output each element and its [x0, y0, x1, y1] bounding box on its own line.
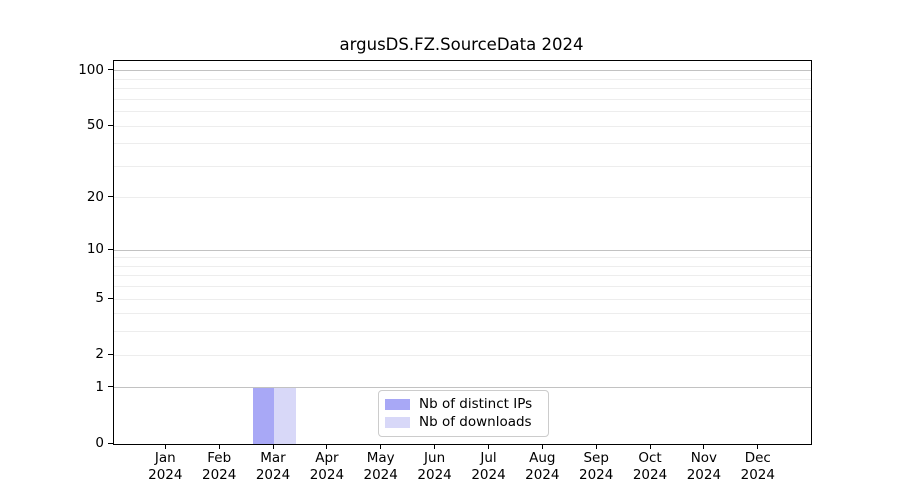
x-axis-tick — [757, 444, 759, 449]
legend-label-distinct-ips: Nb of distinct IPs — [419, 396, 533, 412]
major-gridline — [114, 249, 811, 251]
x-tick-month: Dec — [744, 450, 771, 466]
x-tick-year: 2024 — [686, 466, 722, 483]
bar — [252, 387, 274, 444]
legend-item-downloads: Nb of downloads — [385, 414, 540, 431]
x-axis-tick — [488, 444, 489, 449]
minor-gridline — [114, 78, 811, 80]
chart-title: argusDS.FZ.SourceData 2024 — [339, 35, 584, 54]
x-tick-year: 2024 — [363, 466, 398, 483]
x-tick-label: Jun 2024 — [406, 450, 464, 483]
y-axis-tick — [108, 386, 113, 388]
y-tick-label: 10 — [86, 241, 104, 258]
minor-gridline — [114, 257, 811, 259]
x-tick-month: May — [366, 450, 395, 466]
minor-gridline — [114, 275, 811, 277]
x-axis-tick — [380, 444, 382, 449]
x-tick-label: Aug 2024 — [513, 450, 571, 483]
minor-gridline — [114, 313, 811, 315]
y-axis-tick — [108, 353, 113, 355]
x-tick-label: Apr 2024 — [298, 450, 356, 483]
x-tick-year: 2024 — [148, 466, 183, 483]
minor-gridline — [114, 197, 811, 199]
y-axis-tick — [108, 248, 113, 250]
x-tick-month: Jul — [480, 450, 497, 466]
minor-gridline — [114, 98, 811, 100]
x-tick-year: 2024 — [525, 466, 560, 483]
major-gridline — [114, 70, 811, 72]
x-tick-month: Feb — [207, 450, 232, 466]
x-axis-tick — [218, 444, 220, 449]
y-axis-tick — [108, 442, 113, 444]
x-tick-label: Sep 2024 — [567, 450, 625, 483]
legend: Nb of distinct IPs Nb of downloads — [378, 390, 549, 437]
x-tick-month: Nov — [690, 450, 718, 466]
y-tick-label: 2 — [95, 346, 104, 363]
y-tick-label: 20 — [86, 188, 104, 205]
y-axis-tick — [108, 124, 113, 126]
x-tick-label: Jul 2024 — [460, 450, 518, 483]
x-tick-label: Feb 2024 — [190, 450, 248, 483]
x-tick-label: Oct 2024 — [621, 450, 679, 483]
minor-gridline — [114, 143, 811, 145]
x-tick-label: May 2024 — [352, 450, 410, 483]
y-axis-tick — [108, 297, 113, 299]
minor-gridline — [114, 111, 811, 113]
x-tick-year: 2024 — [471, 466, 506, 483]
x-axis-tick — [649, 444, 651, 449]
x-tick-month: Jun — [424, 450, 446, 466]
x-axis-tick — [703, 444, 705, 449]
y-tick-label: 0 — [95, 435, 104, 451]
x-tick-year: 2024 — [579, 466, 614, 483]
minor-gridline — [114, 331, 811, 333]
x-tick-month: Apr — [315, 450, 339, 466]
x-tick-year: 2024 — [632, 466, 668, 483]
minor-gridline — [114, 88, 811, 90]
x-tick-label: Jan 2024 — [136, 450, 194, 483]
legend-swatch-distinct-ips — [385, 399, 410, 410]
x-tick-month: Jan — [154, 450, 176, 466]
x-tick-month: Aug — [529, 450, 556, 466]
x-tick-year: 2024 — [255, 466, 291, 483]
y-tick-label: 5 — [95, 290, 104, 307]
y-tick-label: 1 — [95, 378, 104, 395]
y-axis-tick — [108, 69, 113, 71]
minor-gridline — [114, 298, 811, 300]
x-axis-tick — [164, 444, 166, 449]
x-tick-label: Nov 2024 — [675, 450, 733, 483]
x-tick-year: 2024 — [740, 466, 775, 483]
x-axis-tick — [326, 444, 328, 449]
x-tick-label: Dec 2024 — [729, 450, 787, 483]
minor-gridline — [114, 165, 811, 167]
legend-swatch-downloads — [385, 417, 410, 428]
minor-gridline — [114, 286, 811, 288]
x-tick-month: Oct — [638, 450, 662, 466]
plot-area — [113, 60, 812, 445]
minor-gridline — [114, 354, 811, 356]
x-axis-tick — [434, 444, 436, 449]
legend-label-downloads: Nb of downloads — [419, 414, 532, 430]
major-gridline — [114, 387, 811, 389]
x-axis-tick — [595, 444, 597, 449]
minor-gridline — [114, 125, 811, 127]
x-tick-month: Sep — [583, 450, 609, 466]
bar — [274, 387, 296, 444]
y-axis-tick — [108, 196, 113, 198]
y-tick-label: 100 — [78, 61, 104, 78]
x-axis-tick — [272, 444, 274, 449]
x-tick-year: 2024 — [309, 466, 345, 483]
bars-layer — [114, 61, 811, 444]
legend-item-distinct-ips: Nb of distinct IPs — [385, 396, 540, 413]
x-tick-label: Mar 2024 — [244, 450, 302, 483]
x-tick-year: 2024 — [202, 466, 237, 483]
x-axis-tick — [541, 444, 543, 449]
gridlines-layer — [114, 61, 811, 444]
x-tick-month: Mar — [260, 450, 286, 466]
y-tick-label: 50 — [86, 117, 104, 134]
minor-gridline — [114, 265, 811, 267]
x-tick-year: 2024 — [417, 466, 452, 483]
